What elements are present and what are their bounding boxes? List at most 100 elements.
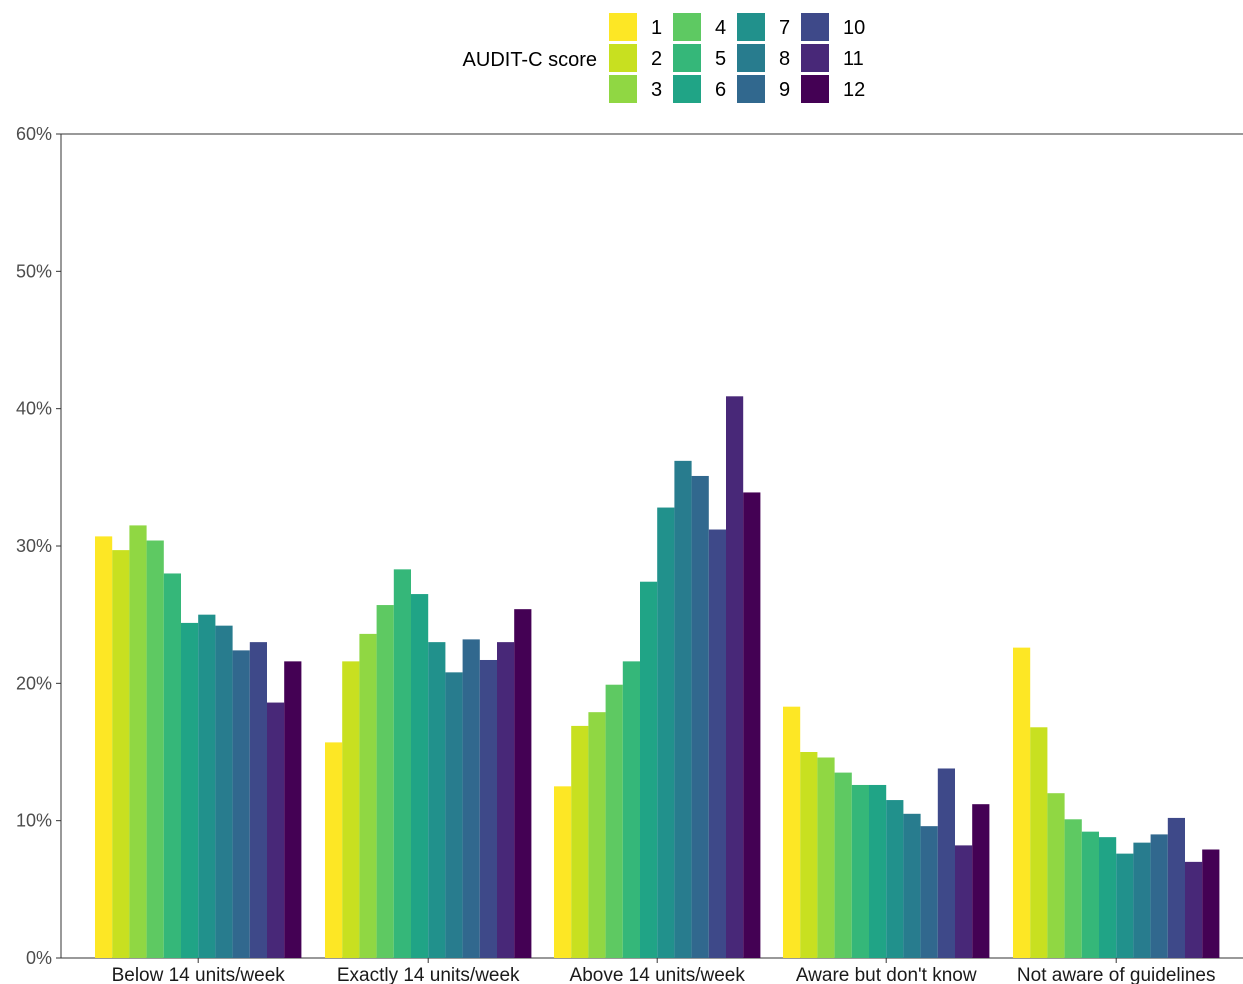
bar [325,742,343,958]
bar [640,581,658,958]
bar [920,826,938,958]
bar [497,642,515,958]
bar [249,642,267,958]
legend-item: 2 [609,44,662,72]
bar [588,712,606,958]
legend-label: 7 [779,17,790,39]
bar [376,605,394,958]
bar [342,661,360,958]
legend-item: 3 [609,75,662,103]
x-tick-label: Below 14 units/week [112,965,286,984]
bar [817,757,835,958]
bar [1013,647,1031,958]
legend-title: AUDIT-C score [463,49,597,71]
bar [445,672,463,958]
legend-key [609,44,637,72]
bar [232,650,250,958]
bar [851,784,869,958]
legend-item: 4 [673,13,726,41]
y-tick-label: 60% [16,124,52,144]
bar [146,540,164,958]
bar [834,772,852,958]
bar [903,813,921,958]
bar [95,536,113,958]
legend-key [737,44,765,72]
bar [1116,853,1134,958]
bar-group [1013,647,1220,958]
bar [1047,793,1065,958]
legend-key [609,75,637,103]
legend-item: 11 [801,44,864,72]
bar [479,659,497,958]
bar [181,622,199,958]
bar [359,633,377,958]
bar [284,661,302,958]
bar [886,800,904,958]
bar [605,684,623,958]
legend-label: 3 [651,79,662,101]
bar [215,625,233,958]
legend-label: 9 [779,79,790,101]
bar [1185,861,1203,958]
legend-item: 6 [673,75,726,103]
legend-label: 8 [779,48,790,70]
bar-group [554,396,761,959]
bar [1150,834,1168,958]
bar [726,396,744,959]
bar [112,550,130,958]
bar [674,460,692,958]
legend-label: 12 [843,79,865,101]
legend-label: 2 [651,48,662,70]
bar [869,784,887,958]
bar [743,492,761,958]
bar [129,525,147,958]
y-tick-label: 0% [26,948,52,968]
bar [1081,831,1099,958]
legend-label: 4 [715,17,726,39]
legend-key [673,13,701,41]
y-tick-label: 30% [16,536,52,556]
legend-label: 1 [651,17,662,39]
bar [1202,849,1220,958]
legend-label: 5 [715,48,726,70]
bar [163,573,181,958]
legend-key [737,75,765,103]
bars [95,396,1220,959]
bar [571,725,589,958]
bar [514,609,532,958]
bar [462,639,480,958]
bar [554,786,572,958]
bar [267,702,285,958]
legend-key [737,13,765,41]
y-tick-label: 20% [16,673,52,693]
bar-group [783,706,990,958]
legend-item: 7 [737,13,790,41]
legend-item: 5 [673,44,726,72]
legend-key [609,13,637,41]
x-tick-label: Aware but don't know [796,965,977,984]
legend-key [801,44,829,72]
bar [428,642,446,958]
y-tick-label: 10% [16,811,52,831]
y-tick-label: 50% [16,261,52,281]
bar [937,768,955,958]
x-tick-label: Above 14 units/week [570,965,746,984]
bar [657,507,675,958]
bar [1064,819,1082,958]
legend-key [673,44,701,72]
legend-item: 9 [737,75,790,103]
y-tick-label: 40% [16,399,52,419]
legend-label: 11 [843,48,864,70]
x-tick-label: Exactly 14 units/week [337,965,520,984]
legend-item: 8 [737,44,790,72]
legend-label: 10 [843,17,865,39]
bar [783,706,801,958]
bar [1133,842,1151,958]
legend-item: 10 [801,13,865,41]
bar [800,752,818,958]
legend-item: 1 [609,13,662,41]
bar [1167,817,1185,958]
bar [1099,837,1117,958]
legend-key [673,75,701,103]
